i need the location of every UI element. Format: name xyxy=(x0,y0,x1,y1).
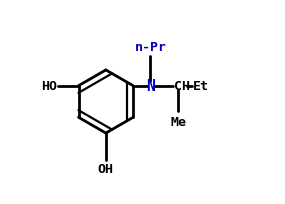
Text: Et: Et xyxy=(193,80,209,93)
Text: N: N xyxy=(146,79,155,94)
Text: Me: Me xyxy=(170,116,186,129)
Text: OH: OH xyxy=(98,162,114,175)
Text: HO: HO xyxy=(41,80,57,93)
Text: n-Pr: n-Pr xyxy=(135,41,166,54)
Text: CH: CH xyxy=(174,80,190,93)
